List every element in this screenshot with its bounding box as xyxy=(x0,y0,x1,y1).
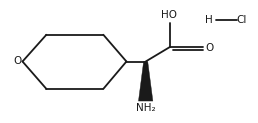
Text: O: O xyxy=(205,43,214,53)
Polygon shape xyxy=(139,62,153,101)
Text: H: H xyxy=(205,15,212,25)
Text: Cl: Cl xyxy=(237,15,247,25)
Text: NH₂: NH₂ xyxy=(136,103,156,113)
Text: O: O xyxy=(13,56,21,67)
Text: HO: HO xyxy=(161,10,177,20)
